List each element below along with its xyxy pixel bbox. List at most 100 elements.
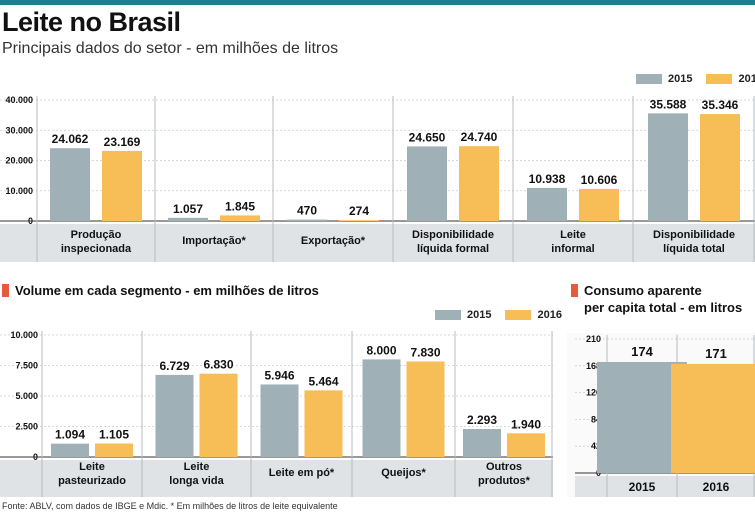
y-tick-label: 40.000: [5, 95, 33, 105]
bar-2015: [168, 217, 208, 221]
section-title-percapita: Consumo aparente per capita total - em li…: [571, 282, 742, 316]
legend-label-2016: 2016: [738, 73, 755, 85]
category-band: [0, 224, 755, 262]
category-label: líquida total: [663, 243, 725, 255]
bar-2015: [287, 219, 327, 221]
data-label: 6.729: [159, 359, 189, 373]
legend-swatch-2016: [505, 310, 532, 320]
category-label: inspecionada: [61, 243, 132, 255]
data-label: 1.094: [55, 428, 85, 442]
y-tick-label: 5.000: [15, 391, 38, 401]
top-accent-bar: [0, 0, 755, 5]
category-label: Disponibilidade: [653, 229, 735, 241]
category-label: líquida formal: [417, 243, 489, 255]
legend-label-2015: 2015: [668, 73, 693, 85]
bar-2016: [95, 443, 133, 457]
page-subtitle: Principais dados do setor - em milhões d…: [2, 40, 339, 57]
data-label: 274: [349, 204, 369, 218]
legend-label-2015: 2015: [467, 309, 492, 321]
bar-2016: [459, 146, 499, 221]
data-label: 8.000: [366, 343, 396, 357]
bar-2016: [220, 215, 260, 221]
legend-swatch-2016: [706, 74, 733, 84]
section-title-segment-text: Volume em cada segmento - em milhões de …: [15, 283, 319, 298]
category-label: Disponibilidade: [412, 229, 494, 241]
bar-2015: [463, 429, 501, 457]
data-label: 1.105: [99, 428, 129, 442]
category-label: Leite em pó*: [269, 467, 335, 479]
data-label: 35.588: [650, 97, 687, 111]
source-note: Fonte: ABLV, com dados de IBGE e Mdic. *…: [2, 501, 338, 511]
y-tick-label: 84: [591, 414, 601, 424]
data-label: 24.062: [52, 132, 89, 146]
legend-swatch-2015: [636, 74, 662, 84]
category-label: Leite: [184, 461, 210, 473]
data-label: 171: [705, 346, 727, 361]
y-tick-label: 168: [586, 361, 601, 371]
bar-2016: [304, 390, 343, 457]
data-label: 1.845: [225, 199, 255, 213]
legend-swatch-2015: [435, 310, 461, 320]
bar-2015: [260, 384, 299, 457]
legend-segment: 2015 2016: [435, 309, 576, 321]
y-tick-label: 20.000: [5, 156, 33, 166]
category-label: 2015: [629, 480, 656, 494]
data-label: 24.650: [409, 130, 446, 144]
data-label: 1.057: [173, 202, 203, 216]
data-label: 10.938: [529, 172, 566, 186]
category-label: Exportação*: [301, 235, 366, 247]
legend-main: 2015 2016: [636, 73, 755, 85]
bar-2016: [102, 150, 142, 221]
bar-2015: [362, 359, 401, 457]
section-title-segment: Volume em cada segmento - em milhões de …: [2, 282, 319, 299]
category-label: longa vida: [169, 475, 224, 487]
bar-2016: [700, 114, 740, 221]
bar-2015: [527, 187, 567, 221]
data-label: 23.169: [104, 135, 141, 149]
bar-2016: [199, 373, 238, 457]
y-tick-label: 30.000: [5, 125, 33, 135]
category-label: Leite: [79, 461, 105, 473]
data-label: 35.346: [702, 98, 739, 112]
legend-label-2016: 2016: [537, 309, 562, 321]
category-label: produtos*: [478, 475, 531, 487]
bar-2016: [671, 363, 755, 473]
y-tick-label: 210: [586, 334, 601, 344]
data-label: 5.946: [264, 368, 294, 382]
section-marker: [2, 284, 9, 297]
category-label: Importação*: [182, 235, 246, 247]
data-label: 470: [297, 204, 317, 218]
category-band: [0, 460, 553, 497]
bar-2015: [50, 148, 90, 221]
y-tick-label: 7.500: [15, 361, 38, 371]
y-tick-label: 10.000: [10, 330, 38, 340]
y-tick-label: 2.500: [15, 422, 38, 432]
section-title-percapita-line2: per capita total - em litros: [584, 300, 743, 315]
bar-2015: [51, 443, 89, 457]
category-band: [575, 476, 755, 497]
data-label: 2.293: [467, 413, 497, 427]
y-tick-label: 126: [586, 388, 601, 398]
bar-2015: [407, 146, 447, 221]
category-label: pasteurizado: [58, 475, 126, 487]
bar-2015: [648, 113, 688, 221]
category-label: informal: [551, 243, 594, 255]
bar-2016: [339, 220, 379, 221]
data-label: 24.740: [461, 130, 498, 144]
category-label: Produção: [71, 229, 122, 241]
bar-2015: [155, 374, 194, 457]
data-label: 7.830: [410, 345, 440, 359]
data-label: 6.830: [203, 358, 233, 372]
bar-2016: [579, 188, 619, 221]
data-label: 5.464: [308, 374, 338, 388]
data-label: 10.606: [581, 173, 618, 187]
y-tick-label: 42: [591, 441, 601, 451]
category-label: Outros: [486, 461, 522, 473]
category-label: Queijos*: [381, 467, 426, 479]
category-label: 2016: [703, 480, 730, 494]
data-label: 1.940: [511, 417, 541, 431]
page-title: Leite no Brasil: [2, 7, 181, 37]
data-label: 174: [631, 344, 653, 359]
